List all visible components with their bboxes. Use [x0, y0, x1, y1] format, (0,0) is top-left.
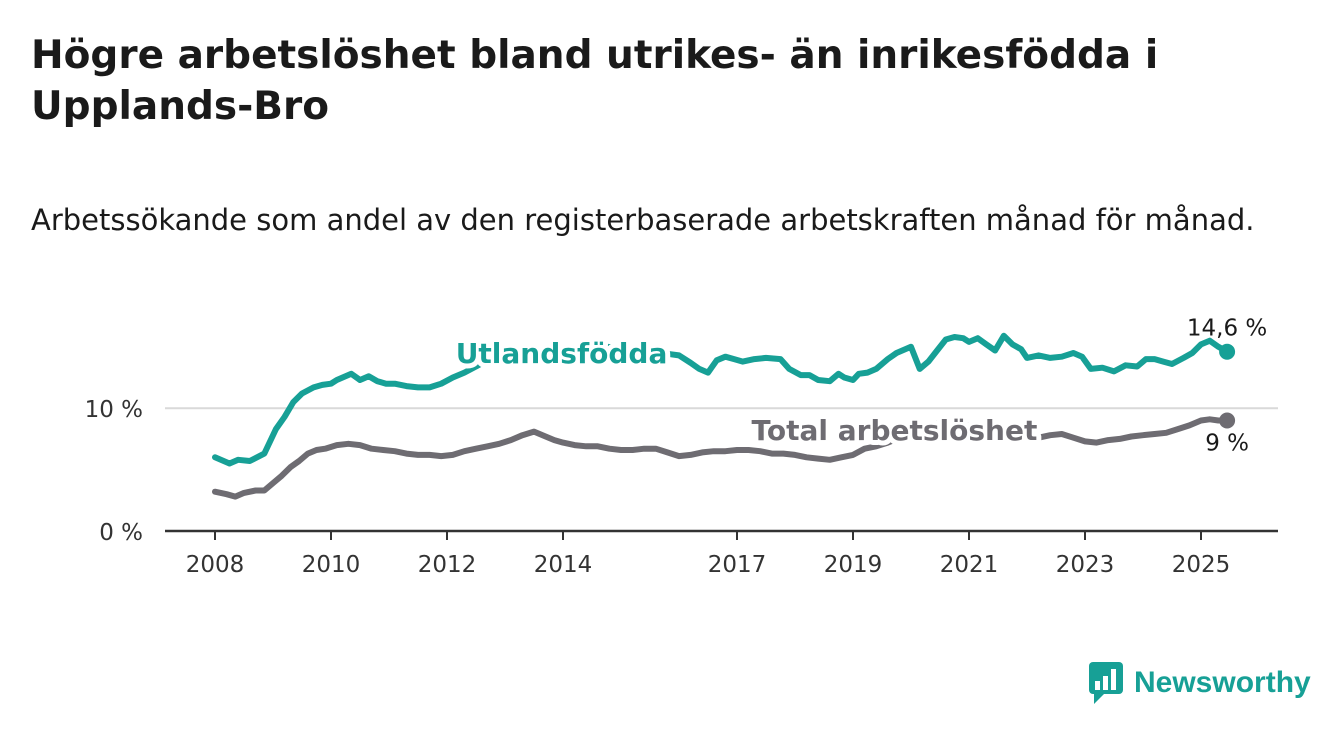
x-tick-label: 2025	[1172, 552, 1231, 578]
x-tick-label: 2014	[534, 552, 593, 578]
series-end-point	[1219, 412, 1236, 429]
chart-subtitle: Arbetssökande som andel av den registerb…	[31, 203, 1255, 237]
series-end-point	[1219, 343, 1236, 360]
x-tick-label: 2019	[824, 552, 883, 578]
series-lines	[212, 332, 1236, 500]
bar-chart-speech-bubble-icon	[1089, 662, 1123, 704]
chart-title: Högre arbetslöshet bland utrikes- än inr…	[31, 33, 1159, 129]
x-tick-label: 2008	[186, 552, 245, 578]
x-tick-label: 2010	[302, 552, 361, 578]
series-name-label: Total arbetslöshet	[752, 414, 1038, 447]
end-value-label: 14,6 %	[1187, 316, 1267, 342]
x-tick-label: 2017	[708, 552, 767, 578]
series-line-total	[212, 416, 1231, 500]
x-tick-label: 2021	[940, 552, 999, 578]
series-line-utlandsfodda	[212, 332, 1231, 467]
axes: 0 % 10 % 2008 2010 2012 2014 2017 2019 2021 2023 2…	[85, 397, 1278, 578]
end-value-label: 9 %	[1205, 431, 1249, 457]
y-tick-label: 0 %	[99, 520, 143, 546]
brand-name: Newsworthy	[1134, 666, 1311, 699]
annotations: 14,6 % 9 % Utlandsfödda Total arbetslöshet	[451, 316, 1268, 457]
x-tick-label: 2023	[1056, 552, 1115, 578]
x-tick-label: 2012	[418, 552, 477, 578]
series-name-label: Utlandsfödda	[456, 337, 668, 370]
y-tick-label: 10 %	[85, 397, 143, 423]
newsworthy-logo: Newsworthy	[1088, 660, 1311, 706]
